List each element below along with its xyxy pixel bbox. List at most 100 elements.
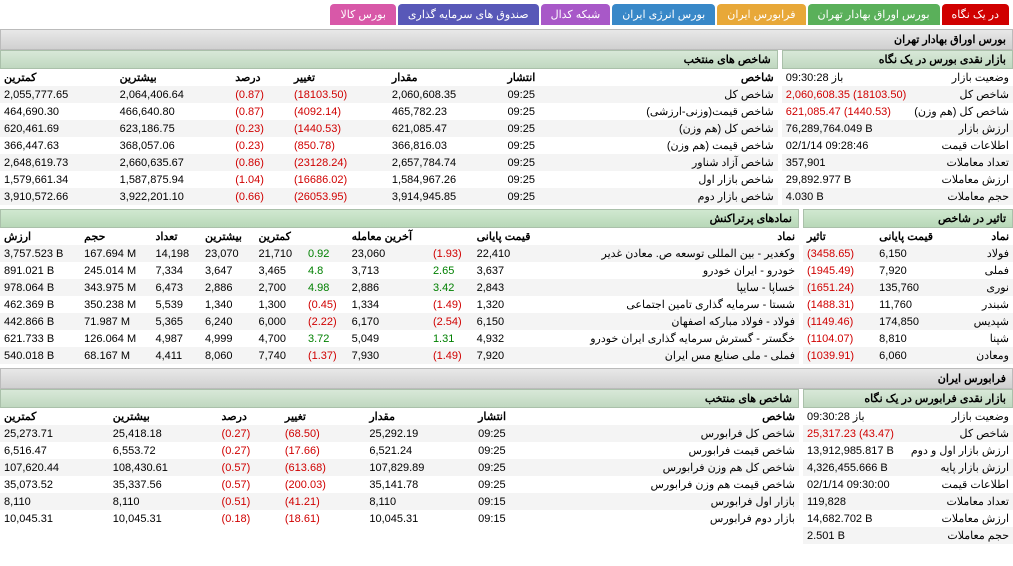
- cell: 09:25: [503, 137, 560, 154]
- cell: 10,045.31: [365, 510, 474, 527]
- cell: (0.57): [218, 459, 281, 476]
- cell: شاخص آزاد شناور: [561, 154, 778, 171]
- cell: (0.86): [231, 154, 290, 171]
- cell: (0.66): [231, 188, 290, 205]
- cell: 368,057.06: [116, 137, 232, 154]
- cell: (23128.24): [290, 154, 388, 171]
- col-header: بیشترین: [116, 69, 232, 86]
- cell: 6,553.72: [109, 442, 218, 459]
- col-header: تغییر: [290, 69, 388, 86]
- tab-5[interactable]: صندوق های سرمایه گذاری: [398, 4, 539, 25]
- cell: 1,579,661.34: [0, 171, 116, 188]
- cell: (4092.14): [290, 103, 388, 120]
- kv-val: 13,912,985.817 B: [803, 442, 907, 459]
- cell: (18.61): [281, 510, 365, 527]
- kv-key: شاخص کل: [910, 86, 1013, 103]
- cell: 09:25: [474, 476, 536, 493]
- cell: 366,447.63: [0, 137, 116, 154]
- cell: شاخص قیمت هم وزن فرابورس: [536, 476, 799, 493]
- cell: (41.21): [281, 493, 365, 510]
- cell: 09:25: [503, 86, 560, 103]
- cell: 25,292.19: [365, 425, 474, 442]
- ifb-glance-header: بازار نقدی فرابورس در یک نگاه: [803, 389, 1013, 408]
- cell: 6,516.47: [0, 442, 109, 459]
- cell: (26053.95): [290, 188, 388, 205]
- kv-val: 119,828: [803, 493, 907, 510]
- kv-val: 25,317.23 (43.47): [803, 425, 907, 442]
- tab-3[interactable]: بورس انرژی ایران: [612, 4, 715, 25]
- cell: (0.87): [231, 86, 290, 103]
- cell: 8,110: [109, 493, 218, 510]
- cell: 2,660,635.67: [116, 154, 232, 171]
- cell: 09:25: [503, 188, 560, 205]
- main-tabs: در یک نگاهبورس اوراق بهادار تهرانفرابورس…: [0, 0, 1013, 29]
- kv-key: ارزش بازار اول و دوم: [907, 442, 1013, 459]
- cell: بازار دوم فرابورس: [536, 510, 799, 527]
- kv-key: اطلاعات قیمت: [910, 137, 1013, 154]
- col-header: مقدار: [365, 408, 474, 425]
- cell: 2,657,784.74: [388, 154, 504, 171]
- cell: 09:25: [503, 120, 560, 137]
- cell: (0.87): [231, 103, 290, 120]
- cell: 107,829.89: [365, 459, 474, 476]
- cell: (0.23): [231, 120, 290, 137]
- cell: 366,816.03: [388, 137, 504, 154]
- cell: 09:25: [474, 459, 536, 476]
- cell: 3,922,201.10: [116, 188, 232, 205]
- cell: 1,587,875.94: [116, 171, 232, 188]
- cell: 2,055,777.65: [0, 86, 116, 103]
- ifb-indices-table: شاخصانتشارمقدارتغییردرصدبیشترینکمترینشاخ…: [0, 408, 799, 527]
- cell: 09:25: [503, 154, 560, 171]
- ifb-header: فرابورس ایران: [0, 368, 1013, 389]
- cell: شاخص کل فرابورس: [536, 425, 799, 442]
- cell: بازار اول فرابورس: [536, 493, 799, 510]
- cell: (0.18): [218, 510, 281, 527]
- kv-val: 621,085.47 (1440.53): [782, 103, 911, 120]
- col-header: درصد: [231, 69, 290, 86]
- cell: 466,640.80: [116, 103, 232, 120]
- cell: 09:25: [503, 171, 560, 188]
- col-header: شاخص: [536, 408, 799, 425]
- tab-1[interactable]: بورس اوراق بهادار تهران: [808, 4, 940, 25]
- tab-0[interactable]: در یک نگاه: [942, 4, 1009, 25]
- tse-impact-header: تاثیر در شاخص: [803, 209, 1013, 228]
- cell: (1.04): [231, 171, 290, 188]
- tab-4[interactable]: شبکه کدال: [541, 4, 611, 25]
- cell: (0.27): [218, 442, 281, 459]
- kv-val: 4,326,455.666 B: [803, 459, 907, 476]
- cell: 464,690.30: [0, 103, 116, 120]
- kv-key: حجم معاملات: [907, 527, 1013, 544]
- tse-glance-header: بازار نقدی بورس در یک نگاه: [782, 50, 1013, 69]
- cell: (68.50): [281, 425, 365, 442]
- cell: 25,418.18: [109, 425, 218, 442]
- tab-2[interactable]: فرابورس ایران: [717, 4, 805, 25]
- tab-6[interactable]: بورس کالا: [330, 4, 395, 25]
- kv-key: شاخص کل: [907, 425, 1013, 442]
- kv-val: 2,060,608.35 (18103.50): [782, 86, 911, 103]
- cell: 623,186.75: [116, 120, 232, 137]
- kv-key: شاخص کل (هم وزن): [910, 103, 1013, 120]
- cell: 2,648,619.73: [0, 154, 116, 171]
- cell: (850.78): [290, 137, 388, 154]
- col-header: انتشار: [503, 69, 560, 86]
- tse-top-table: نمادقیمت پایانیآخرین معاملهکمترینبیشترین…: [0, 228, 799, 364]
- cell: 1,584,967.26: [388, 171, 504, 188]
- cell: 3,910,572.66: [0, 188, 116, 205]
- kv-key: تعداد معاملات: [907, 493, 1013, 510]
- col-header: کمترین: [0, 408, 109, 425]
- col-header: مقدار: [388, 69, 504, 86]
- cell: 09:25: [474, 425, 536, 442]
- cell: 09:25: [503, 103, 560, 120]
- cell: 108,430.61: [109, 459, 218, 476]
- col-header: درصد: [218, 408, 281, 425]
- col-header: کمترین: [0, 69, 116, 86]
- kv-val: 2.501 B: [803, 527, 907, 544]
- kv-key: ارزش معاملات: [910, 171, 1013, 188]
- cell: 35,337.56: [109, 476, 218, 493]
- col-header: شاخص: [561, 69, 778, 86]
- cell: شاخص قیمت (هم وزن): [561, 137, 778, 154]
- cell: (0.23): [231, 137, 290, 154]
- cell: (200.03): [281, 476, 365, 493]
- kv-val: باز 09:30:28: [782, 69, 911, 86]
- cell: (0.57): [218, 476, 281, 493]
